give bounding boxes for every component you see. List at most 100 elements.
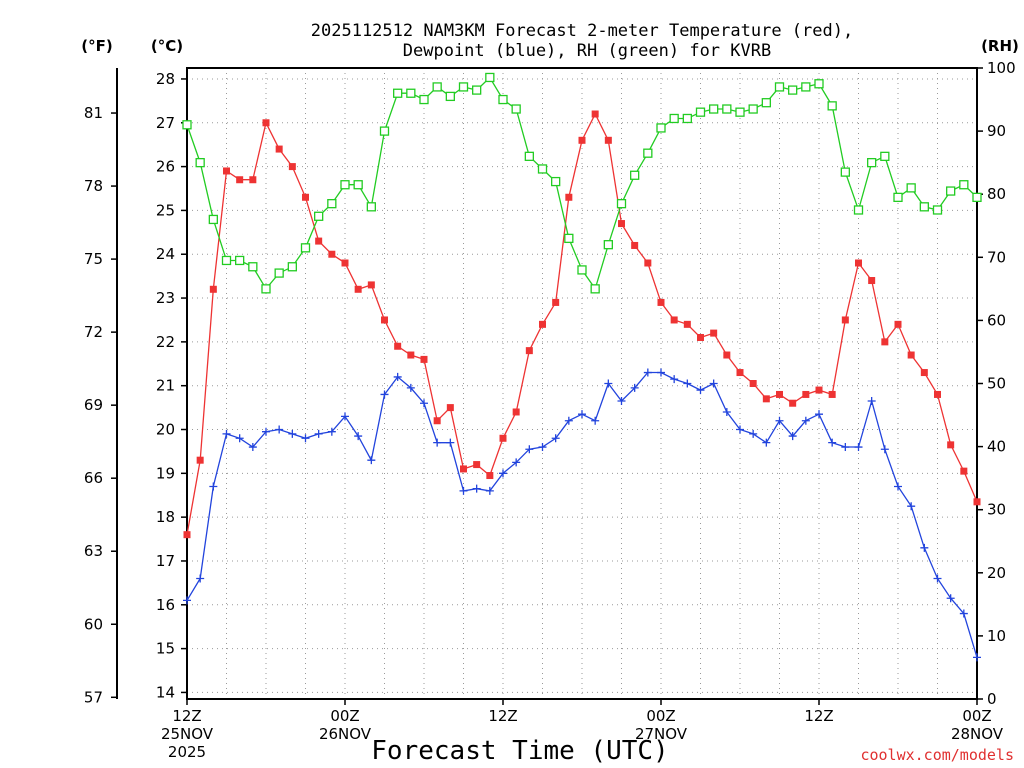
celsius-tick-label-5: 19 xyxy=(156,464,175,482)
rh-tick-label-8: 80 xyxy=(987,185,1006,203)
series-0-point-53 xyxy=(881,338,889,346)
x-tick-label-4-1: 12Z xyxy=(804,707,833,725)
series-0-point-58 xyxy=(947,441,955,449)
rh-tick-label-3: 30 xyxy=(987,501,1006,519)
series-2-point-58 xyxy=(946,186,956,196)
series-2-point-6 xyxy=(261,284,271,294)
x-tick-label-5-1: 00Z xyxy=(962,707,991,725)
series-2-point-26 xyxy=(524,151,534,161)
series-2-point-54 xyxy=(893,192,903,203)
celsius-tick-label-12: 26 xyxy=(156,158,175,176)
series-1-point-14 xyxy=(367,456,376,465)
series-1-point-18 xyxy=(420,399,428,408)
data-series xyxy=(182,72,982,662)
series-0-point-12 xyxy=(341,259,349,267)
celsius-tick-label-0: 14 xyxy=(156,683,175,701)
series-1-point-59 xyxy=(959,609,968,618)
series-1-point-44 xyxy=(762,438,771,447)
series-2-point-53 xyxy=(880,151,890,161)
series-2-point-18 xyxy=(419,94,429,105)
rh-tick-label-2: 20 xyxy=(987,564,1006,582)
rh-tick-label-7: 70 xyxy=(987,248,1006,266)
series-2-point-38 xyxy=(682,113,692,124)
series-2-point-46 xyxy=(788,85,798,95)
series-0-point-46 xyxy=(789,399,797,407)
series-0-point-20 xyxy=(446,404,454,412)
chart-title-line2: Dewpoint (blue), RH (green) for KVRB xyxy=(403,41,771,61)
series-2-point-16 xyxy=(393,88,403,98)
series-1-point-13 xyxy=(354,432,363,441)
series-0-point-39 xyxy=(697,333,704,341)
series-2-point-52 xyxy=(867,157,877,168)
series-0-point-36 xyxy=(657,298,665,306)
series-1-point-49 xyxy=(828,438,837,447)
series-0-point-48 xyxy=(815,386,823,394)
series-0-point-34 xyxy=(631,241,639,249)
series-2-point-15 xyxy=(379,126,390,136)
series-2-point-32 xyxy=(603,240,613,250)
series-1-point-58 xyxy=(946,594,955,603)
series-1-point-41 xyxy=(722,407,731,416)
x-tick-label-0-1: 12Z xyxy=(172,707,201,725)
series-1-point-55 xyxy=(907,502,916,511)
series-0-point-11 xyxy=(328,250,336,258)
series-2-point-7 xyxy=(274,268,284,278)
series-0-point-14 xyxy=(367,281,375,289)
series-0-point-47 xyxy=(802,390,810,398)
series-0-point-44 xyxy=(762,395,770,403)
series-0-point-51 xyxy=(855,259,862,267)
series-1-point-31 xyxy=(591,416,600,425)
series-0-point-17 xyxy=(407,351,415,359)
series-2-point-5 xyxy=(248,262,258,272)
series-0-point-31 xyxy=(591,110,599,118)
series-1-point-19 xyxy=(433,438,442,447)
series-1-point-22 xyxy=(472,484,481,493)
series-2-point-33 xyxy=(616,199,627,209)
series-2-point-39 xyxy=(695,107,706,117)
series-1-point-30 xyxy=(578,410,586,419)
series-1-point-27 xyxy=(538,443,547,452)
series-1-point-56 xyxy=(920,543,929,552)
credit-text: coolwx.com/models xyxy=(860,746,1014,764)
series-1-point-1 xyxy=(196,574,205,583)
series-2-point-30 xyxy=(577,265,587,275)
series-2-point-55 xyxy=(906,183,916,193)
series-0-point-37 xyxy=(670,316,678,324)
fahrenheit-tick-label-4: 69 xyxy=(84,396,103,414)
celsius-tick-label-11: 25 xyxy=(156,201,175,219)
series-1-group xyxy=(183,368,981,662)
celsius-tick-label-2: 16 xyxy=(156,596,175,614)
series-0-point-55 xyxy=(907,351,915,359)
series-2-point-27 xyxy=(537,164,548,174)
series-0-point-0 xyxy=(183,531,191,539)
series-2-point-50 xyxy=(840,167,850,177)
series-0-point-6 xyxy=(262,119,270,127)
series-2-point-43 xyxy=(748,104,758,114)
celsius-tick-label-3: 17 xyxy=(156,552,175,570)
series-2-point-14 xyxy=(366,202,376,212)
celsius-tick-label-4: 18 xyxy=(156,508,175,526)
series-1-point-42 xyxy=(736,425,744,434)
series-1-point-15 xyxy=(380,390,389,399)
series-2-point-9 xyxy=(300,243,311,253)
series-1-point-17 xyxy=(406,383,415,392)
series-2-point-49 xyxy=(827,101,837,111)
series-0-point-16 xyxy=(394,342,402,350)
series-1-point-12 xyxy=(341,412,349,421)
fahrenheit-tick-label-8: 81 xyxy=(84,104,103,122)
x-axis-label: Forecast Time (UTC) xyxy=(371,736,668,766)
series-1-point-32 xyxy=(604,379,613,388)
series-1-point-0 xyxy=(183,596,191,605)
series-1-point-8 xyxy=(288,429,297,438)
series-1-point-34 xyxy=(630,383,639,392)
series-1-point-11 xyxy=(327,427,336,436)
series-1-point-5 xyxy=(248,443,257,452)
series-1-point-52 xyxy=(867,397,876,406)
series-2-group xyxy=(182,72,982,294)
rh-tick-label-1: 10 xyxy=(987,627,1006,645)
series-0-point-7 xyxy=(275,145,283,153)
fahrenheit-tick-label-5: 72 xyxy=(84,323,103,341)
series-1-point-4 xyxy=(235,434,244,443)
series-2-point-1 xyxy=(195,157,205,168)
axes: 57 60 63 66 69 72 75 78 81 14 15 16 17 18 19 20 21 22 23 24… xyxy=(84,59,1016,761)
